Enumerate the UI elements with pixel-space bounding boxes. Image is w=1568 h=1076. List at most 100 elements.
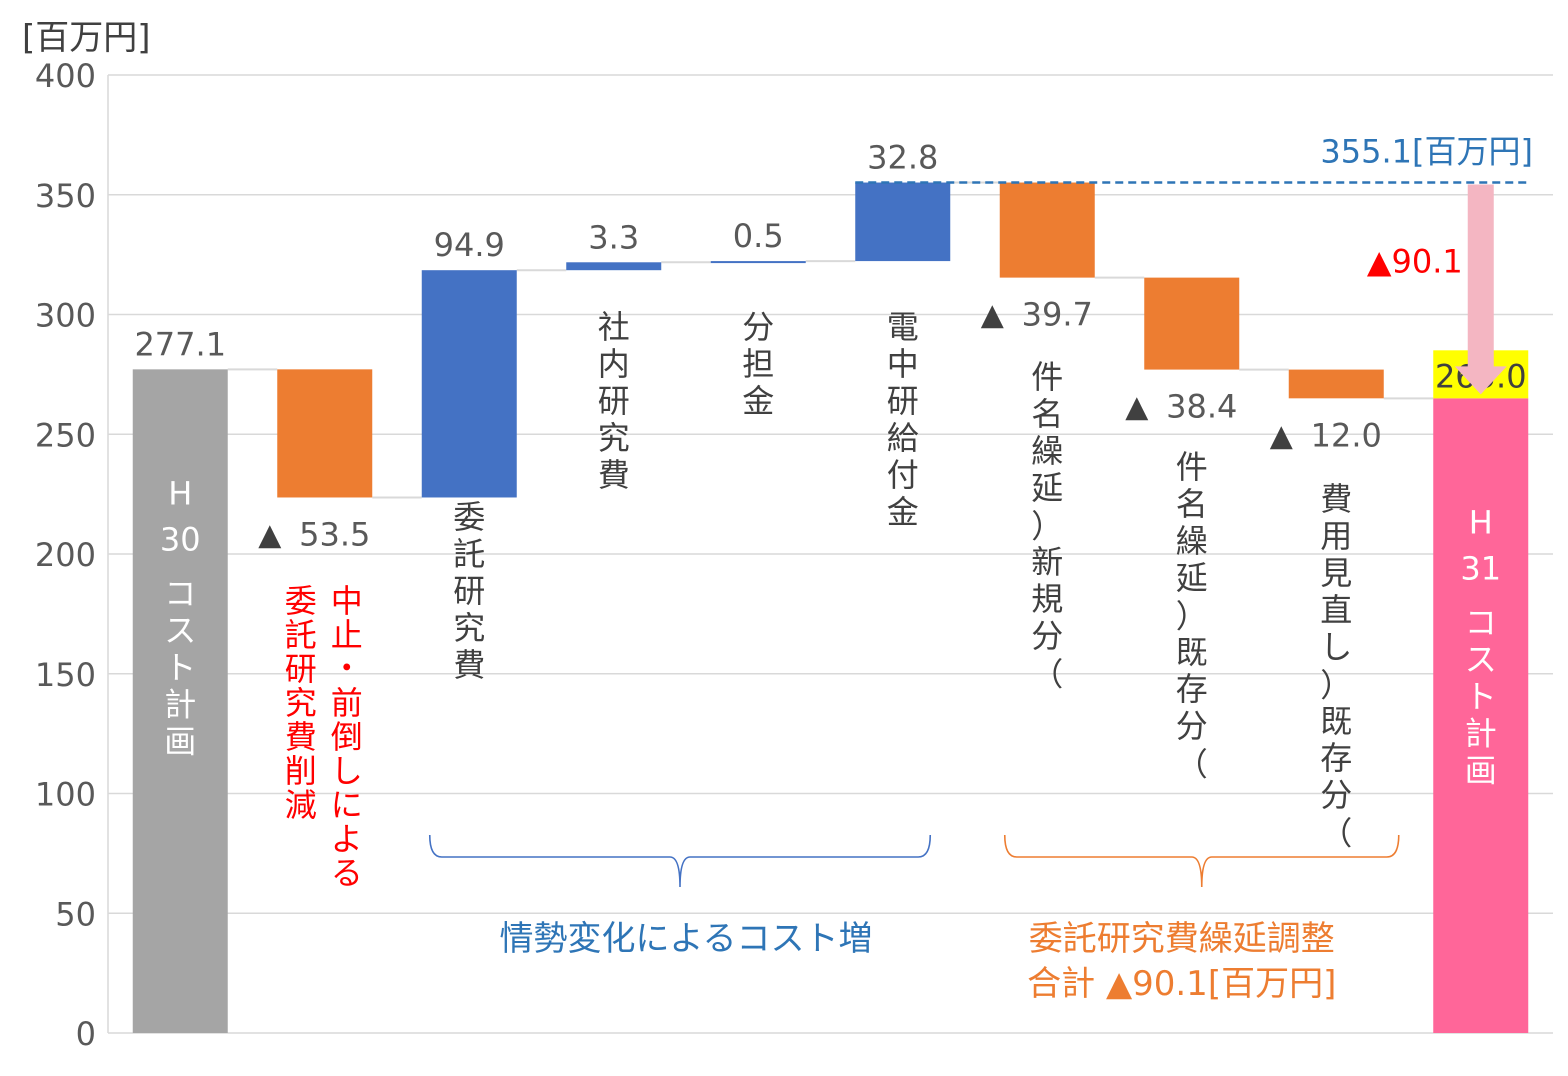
svg-text:減: 減 [285, 786, 317, 824]
svg-text:ス: ス [164, 611, 196, 649]
category-label-h30: H [168, 474, 192, 512]
value-label-existing: 38.4 [1166, 388, 1237, 426]
svg-text:ト: ト [164, 648, 196, 686]
svg-text:コ: コ [164, 574, 196, 612]
svg-text:究: 究 [453, 609, 485, 647]
svg-text:）: ） [1320, 812, 1352, 850]
value-label-buntan: 0.5 [733, 217, 784, 255]
svg-text:に: に [331, 786, 363, 824]
svg-text:繰: 繰 [1031, 432, 1063, 470]
svg-text:新: 新 [1031, 543, 1063, 581]
category-label-itaku: 委託研究費 [453, 498, 485, 684]
value-label-review: ▲ [1270, 418, 1293, 453]
value-label-denchu: 32.8 [867, 139, 938, 177]
svg-text:分: 分 [1031, 617, 1063, 655]
svg-text:電: 電 [887, 308, 919, 346]
svg-text:究: 究 [598, 419, 630, 457]
svg-text:見: 見 [1320, 554, 1352, 592]
value-label-cut: 53.5 [299, 515, 370, 553]
bar-shanai [566, 262, 662, 271]
svg-text:件: 件 [1176, 448, 1208, 486]
svg-text:ス: ス [1465, 640, 1497, 678]
svg-text:（: （ [1320, 664, 1352, 702]
value-label-itaku: 94.9 [434, 226, 505, 264]
svg-text:分: 分 [1176, 707, 1208, 745]
svg-text:委: 委 [285, 582, 317, 620]
svg-text:（: （ [1176, 595, 1208, 633]
svg-text:ト: ト [1465, 677, 1497, 715]
svg-text:繰: 繰 [1176, 522, 1208, 560]
svg-text:件: 件 [1031, 358, 1063, 396]
svg-text:削: 削 [285, 752, 317, 790]
svg-text:託: 託 [453, 535, 485, 573]
svg-text:存: 存 [1176, 670, 1208, 708]
svg-text:研: 研 [285, 650, 317, 688]
svg-text:直: 直 [1320, 591, 1352, 629]
svg-text:分: 分 [1320, 776, 1352, 814]
group-label-deferral-total: 合計 ▲90.1[百万円] [1027, 964, 1336, 1004]
y-tick-label: 300 [35, 297, 96, 335]
bar-new [999, 182, 1095, 278]
svg-text:コ: コ [1465, 603, 1497, 641]
y-tick-label: 350 [35, 177, 96, 215]
svg-text:担: 担 [742, 345, 774, 383]
svg-text:画: 画 [164, 722, 196, 760]
bar-denchu [855, 182, 951, 262]
group-label-deferral-title: 委託研究費繰延調整 [1029, 919, 1335, 959]
svg-text:費: 費 [285, 718, 317, 756]
svg-text:延: 延 [1031, 469, 1063, 507]
y-tick-label: 0 [76, 1015, 96, 1053]
value-label-new: 39.7 [1022, 296, 1093, 334]
svg-text:止: 止 [331, 616, 363, 654]
value-label-shanai: 3.3 [588, 218, 639, 256]
category-label-h30: 30 [160, 520, 201, 558]
svg-text:（: （ [1031, 505, 1063, 543]
svg-text:存: 存 [1320, 739, 1352, 777]
svg-text:研: 研 [598, 382, 630, 420]
svg-text:付: 付 [887, 456, 919, 494]
svg-text:規: 規 [1031, 580, 1063, 618]
reduction-label: ▲90.1 [1367, 243, 1463, 281]
svg-text:中: 中 [887, 345, 919, 383]
svg-text:分: 分 [742, 308, 774, 346]
svg-text:委: 委 [453, 498, 485, 536]
y-tick-label: 400 [35, 57, 96, 95]
y-tick-label: 100 [35, 776, 96, 814]
y-axis-unit: [百万円] [22, 18, 151, 58]
value-label-review: 12.0 [1311, 416, 1382, 454]
svg-text:）: ） [1031, 653, 1063, 691]
bar-review [1288, 369, 1384, 399]
svg-text:計: 計 [1465, 714, 1497, 752]
svg-text:費: 費 [598, 456, 630, 494]
svg-text:託: 託 [285, 616, 317, 654]
category-label-buntan: 分担金 [742, 308, 774, 420]
svg-text:金: 金 [887, 493, 919, 531]
bar-itaku [421, 270, 517, 498]
svg-text:内: 内 [598, 345, 630, 383]
value-label-h30: 277.1 [134, 325, 226, 363]
y-tick-label: 50 [55, 895, 96, 933]
svg-text:既: 既 [1176, 633, 1208, 671]
svg-text:）: ） [1176, 743, 1208, 781]
svg-text:倒: 倒 [331, 718, 363, 756]
bar-existing [1144, 277, 1240, 370]
svg-text:給: 給 [887, 419, 919, 457]
svg-text:延: 延 [1176, 559, 1208, 597]
svg-text:名: 名 [1176, 485, 1208, 523]
category-label-h31: H [1469, 503, 1493, 541]
reduction-arrow [1454, 184, 1507, 395]
bar-cut [277, 369, 373, 498]
svg-text:前: 前 [331, 684, 363, 722]
value-label-cut: ▲ [258, 517, 281, 552]
bar-h30 [132, 369, 228, 1034]
svg-text:既: 既 [1320, 702, 1352, 740]
svg-text:研: 研 [887, 382, 919, 420]
brace-cost-increase [428, 834, 932, 888]
svg-text:金: 金 [742, 382, 774, 420]
